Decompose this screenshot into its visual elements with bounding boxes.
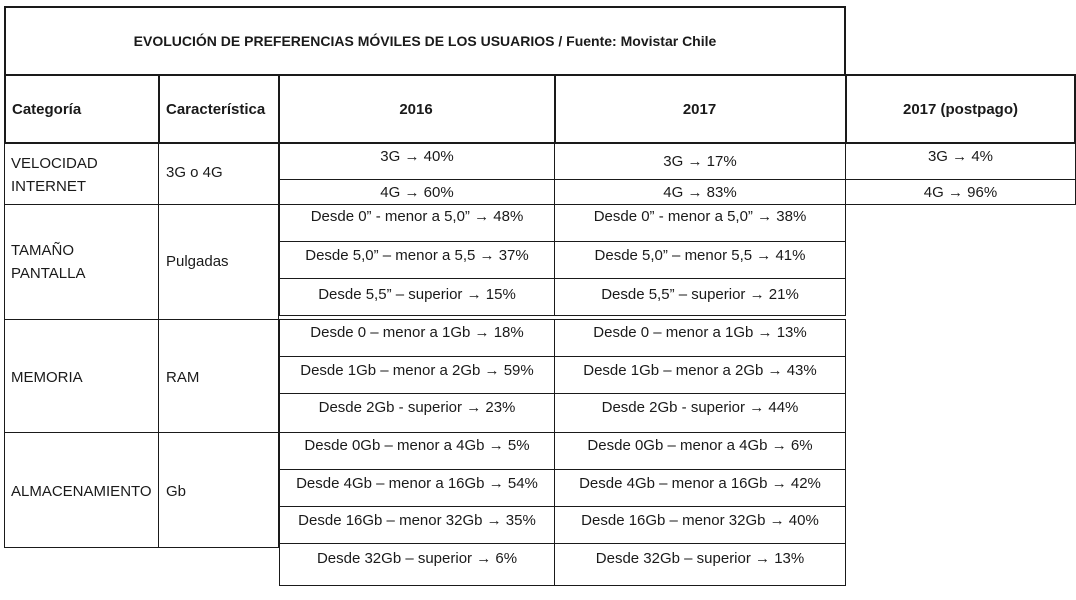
pan-2016-cell: Desde 0” - menor a 5,0” → 48%	[310, 207, 524, 225]
vel-2017p-3g: 3G → 4%	[927, 147, 994, 165]
cat-pantalla: TAMAÑO PANTALLA	[11, 242, 86, 282]
pan-2017-cell: Desde 0” - menor a 5,0” → 38%	[593, 207, 807, 225]
alm-2016-cell: Desde 32Gb – superior → 6%	[316, 549, 518, 567]
left-block-almacenamiento	[4, 432, 279, 548]
pan-2017-cell: Desde 5,5” – superior → 21%	[601, 285, 799, 303]
header-divider	[158, 74, 160, 144]
alm-2017-3	[554, 543, 846, 586]
pan-2016-cell: Desde 5,5” – superior → 15%	[318, 285, 516, 303]
car-velocidad: 3G o 4G	[166, 164, 223, 181]
header-divider	[845, 74, 847, 144]
vel-2017-3g: 3G → 17%	[663, 152, 737, 170]
table-title: EVOLUCIÓN DE PREFERENCIAS MÓVILES DE LOS…	[133, 33, 717, 49]
alm-2016-cell: Desde 16Gb – menor 32Gb → 35%	[298, 511, 536, 529]
mem-2017-cell: Desde 1Gb – menor a 2Gb → 43%	[583, 361, 817, 379]
mem-2017-cell: Desde 2Gb - superior → 44%	[601, 398, 799, 416]
mem-2016-cell: Desde 1Gb – menor a 2Gb → 59%	[300, 361, 534, 379]
header-caracteristica: Característica	[166, 100, 266, 118]
vel-2017p-4g: 4G → 96%	[923, 183, 998, 201]
header-divider	[278, 74, 280, 144]
mem-2016-cell: Desde 0 – menor a 1Gb → 18%	[310, 323, 524, 341]
col-divider	[158, 143, 159, 548]
mem-2017-cell: Desde 0 – menor a 1Gb → 13%	[593, 323, 807, 341]
alm-2016-cell: Desde 0Gb – menor a 4Gb → 5%	[304, 436, 530, 454]
alm-2017-cell: Desde 0Gb – menor a 4Gb → 6%	[587, 436, 813, 454]
header-2017: 2017	[682, 100, 717, 118]
car-almacenamiento: Gb	[166, 483, 187, 500]
alm-2017-cell: Desde 32Gb – superior → 13%	[595, 549, 805, 567]
mem-2016-cell: Desde 2Gb - superior → 23%	[318, 398, 516, 416]
alm-2017-cell: Desde 4Gb – menor a 16Gb → 42%	[579, 474, 821, 492]
header-categoria: Categoría	[12, 100, 82, 118]
car-pantalla: Pulgadas	[166, 253, 229, 270]
pan-2017-cell: Desde 5,0” – menor 5,5 → 41%	[594, 246, 806, 264]
pan-2017-2	[554, 278, 846, 316]
vel-2017-4g: 4G → 83%	[663, 183, 737, 201]
header-2017-postpago: 2017 (postpago)	[902, 100, 1019, 118]
car-memoria: RAM	[166, 369, 200, 386]
vel-2016-4g: 4G → 60%	[380, 183, 454, 201]
cat-almacenamiento: ALMACENAMIENTO	[11, 483, 152, 500]
cat-memoria: MEMORIA	[11, 369, 83, 386]
alm-2016-cell: Desde 4Gb – menor a 16Gb → 54%	[296, 474, 538, 492]
vel-2016-3g: 3G → 40%	[380, 147, 454, 165]
header-divider	[554, 74, 556, 144]
cat-velocidad: VELOCIDAD INTERNET	[11, 155, 98, 195]
pan-2016-cell: Desde 5,0” – menor a 5,5 → 37%	[305, 246, 529, 264]
header-2016: 2016	[399, 100, 433, 118]
alm-2017-cell: Desde 16Gb – menor 32Gb → 40%	[581, 511, 819, 529]
